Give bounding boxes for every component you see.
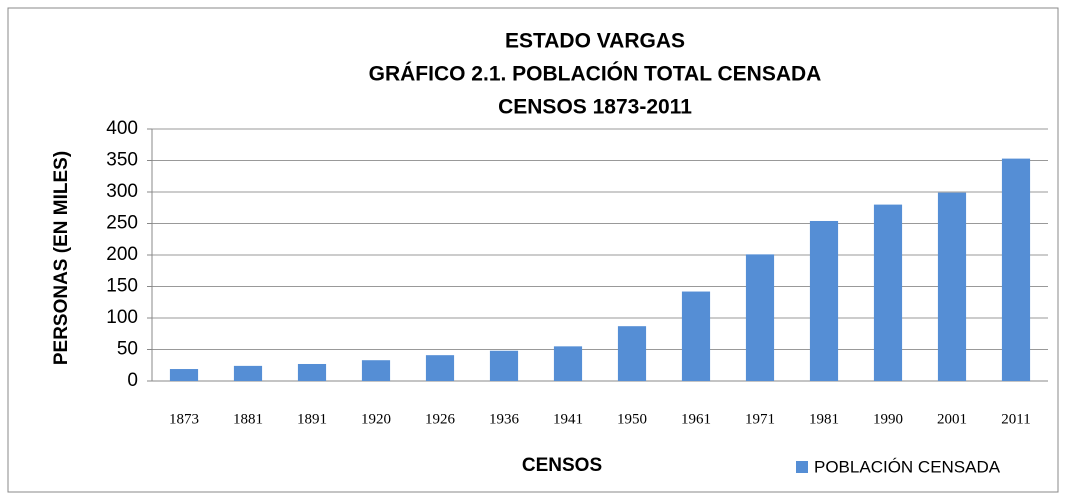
- y-tick-label: 150: [106, 276, 138, 297]
- y-tick-label: 200: [106, 244, 138, 265]
- chart-title: CENSOS 1873-2011: [498, 96, 692, 119]
- bar: [809, 220, 839, 381]
- bar: [745, 254, 775, 381]
- y-tick-label: 100: [106, 307, 138, 328]
- x-tick-label: 1926: [425, 411, 456, 427]
- x-tick-label: 1891: [297, 411, 327, 427]
- x-tick-label: 1990: [873, 411, 903, 427]
- x-axis-title: CENSOS: [522, 455, 602, 476]
- x-tick-label: 1950: [617, 411, 647, 427]
- bar: [553, 346, 583, 381]
- x-tick-label: 2011: [1001, 411, 1030, 427]
- chart-title: ESTADO VARGAS: [505, 30, 685, 53]
- y-tick-label: 0: [127, 370, 138, 391]
- chart-title: GRÁFICO 2.1. POBLACIÓN TOTAL CENSADA: [369, 62, 822, 86]
- x-tick-label: 1971: [745, 411, 775, 427]
- x-tick-label: 1920: [361, 411, 391, 427]
- x-tick-label: 1981: [809, 411, 839, 427]
- x-tick-label: 2001: [937, 411, 967, 427]
- bar: [937, 192, 967, 381]
- legend-swatch: [796, 461, 808, 473]
- x-tick-label: 1961: [681, 411, 711, 427]
- y-axis-title: PERSONAS (EN MILES): [51, 151, 72, 365]
- legend-label: POBLACIÓN CENSADA: [814, 457, 1001, 476]
- y-tick-label: 350: [106, 150, 138, 171]
- x-tick-label: 1941: [553, 411, 583, 427]
- x-tick-label: 1881: [233, 411, 263, 427]
- bar: [169, 369, 199, 381]
- bar: [681, 291, 711, 381]
- bar: [1001, 158, 1031, 381]
- x-tick-label: 1936: [489, 411, 520, 427]
- bar: [233, 365, 263, 381]
- bar: [297, 363, 327, 381]
- bar: [617, 326, 647, 381]
- y-tick-label: 250: [106, 213, 138, 234]
- y-tick-label: 400: [106, 118, 138, 139]
- y-tick-label: 50: [117, 339, 138, 360]
- y-tick-label: 300: [106, 181, 138, 202]
- x-tick-label: 1873: [169, 411, 199, 427]
- bar: [425, 355, 455, 381]
- bar: [873, 204, 903, 381]
- bar: [361, 360, 391, 381]
- bar: [489, 350, 519, 381]
